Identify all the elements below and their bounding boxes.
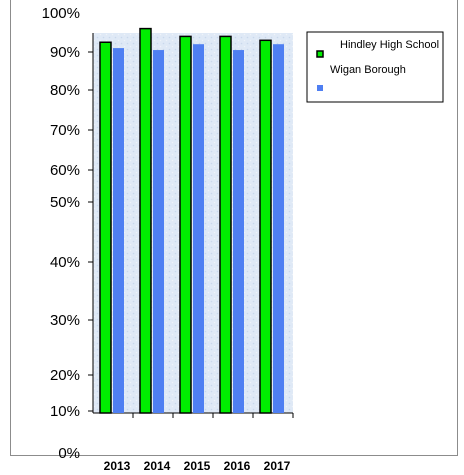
- y-tick-label: 90%: [50, 44, 80, 61]
- y-tick-label: 20%: [50, 367, 80, 384]
- bar-wigan-borough-2013: [113, 48, 124, 413]
- bar-hindley-high-school-2017: [259, 39, 272, 414]
- x-tick-label: 2016: [224, 459, 251, 473]
- y-tick-label: 40%: [50, 254, 80, 271]
- bar-wigan-borough-2015: [193, 44, 204, 413]
- x-tick-label: 2017: [264, 459, 291, 473]
- bar-wigan-borough-2014: [153, 50, 164, 414]
- bar-hindley-high-school-2014: [139, 27, 152, 414]
- y-tick-label: 60%: [50, 162, 80, 179]
- legend-swatch: [317, 85, 323, 91]
- y-tick-label: 100%: [42, 5, 80, 22]
- y-tick-label: 70%: [50, 122, 80, 139]
- y-tick-label: 50%: [50, 194, 80, 211]
- y-tick-label: 0%: [58, 445, 80, 462]
- chart-frame: [10, 0, 458, 456]
- x-tick-label: 2015: [184, 459, 211, 473]
- legend-label: Wigan Borough: [330, 64, 406, 76]
- bar-hindley-high-school-2015: [179, 35, 192, 414]
- legend: Hindley High School Wigan Borough: [306, 31, 444, 103]
- y-tick-label: 30%: [50, 312, 80, 329]
- bar-hindley-high-school-2016: [219, 35, 232, 414]
- bar-wigan-borough-2016: [233, 50, 244, 414]
- bar-wigan-borough-2017: [273, 44, 284, 413]
- legend-label: Hindley High School: [340, 39, 439, 51]
- y-tick-label: 10%: [50, 403, 80, 420]
- legend-box: [306, 31, 444, 103]
- x-tick-label: 2014: [144, 459, 171, 473]
- bar-hindley-high-school-2013: [99, 41, 112, 414]
- legend-swatch: [316, 50, 324, 58]
- x-tick-label: 2013: [104, 459, 131, 473]
- y-tick-label: 80%: [50, 82, 80, 99]
